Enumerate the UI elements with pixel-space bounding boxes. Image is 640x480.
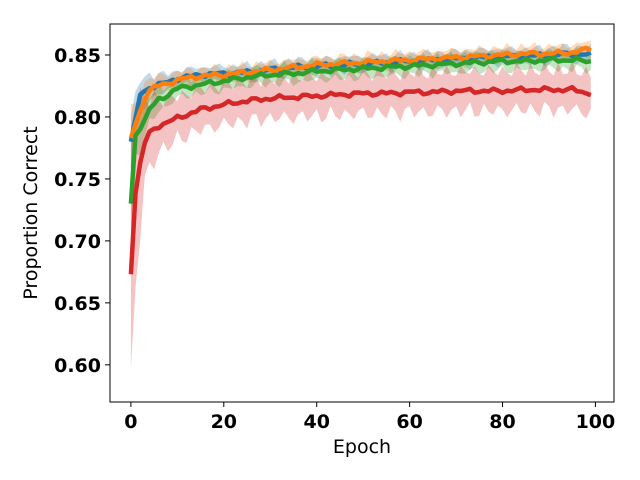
series-lines [128,45,592,275]
y-tick-label: 0.80 [54,107,101,129]
series-4-line [128,84,592,275]
x-axis-label: Epoch [333,436,391,458]
series-3-band [130,47,591,230]
y-tick-label: 0.65 [54,293,101,315]
y-axis: 0.60 0.65 0.70 0.75 0.80 0.85 [54,45,110,377]
y-tick-label: 0.70 [54,231,101,253]
x-axis: 0 20 40 60 80 100 [124,402,615,433]
x-tick-label: 20 [211,411,237,433]
y-tick-label: 0.85 [54,45,101,67]
x-tick-label: 40 [303,411,329,433]
series-3-line [128,55,592,204]
series-2-line [128,45,592,139]
series-4-band [130,60,591,369]
y-tick-label: 0.60 [54,355,101,377]
x-tick-label: 80 [489,411,515,433]
x-tick-label: 60 [396,411,422,433]
y-tick-label: 0.75 [54,169,101,191]
y-axis-label: Proportion Correct [20,126,42,299]
plot-frame [109,23,615,403]
x-tick-label: 0 [124,411,137,433]
x-tick-label: 100 [576,411,616,433]
